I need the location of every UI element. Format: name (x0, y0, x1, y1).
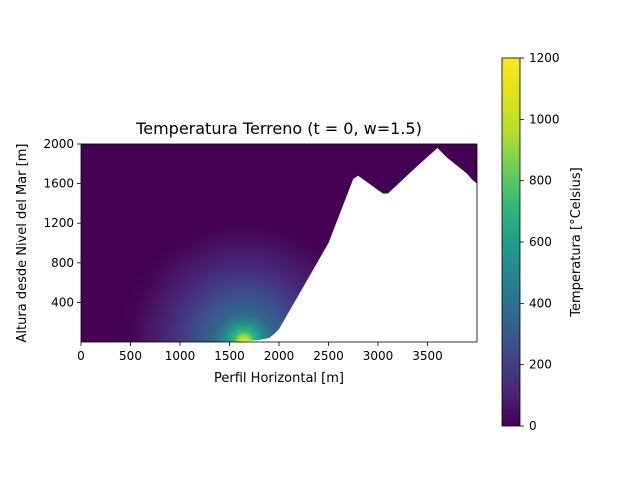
y-tick-label: 1600 (43, 177, 74, 191)
x-tick-label: 1500 (214, 349, 245, 363)
x-tick-label: 2000 (264, 349, 295, 363)
y-tick-label: 800 (51, 256, 74, 270)
x-tick-label: 3000 (363, 349, 394, 363)
y-axis-label: Altura desde Nivel del Mar [m] (15, 144, 30, 343)
x-tick-label: 0 (77, 349, 85, 363)
colorbar-tick-label: 0 (529, 419, 537, 433)
colorbar-tick-label: 1200 (529, 51, 560, 65)
colorbar-tick-label: 600 (529, 235, 552, 249)
x-tick-label: 3500 (412, 349, 443, 363)
y-axis-ticks: 400 800 1200 1600 2000 (43, 137, 81, 309)
y-tick-label: 400 (51, 295, 74, 309)
terrain-mask (81, 148, 477, 342)
x-tick-label: 1000 (165, 349, 196, 363)
colorbar-tick-label: 400 (529, 296, 552, 310)
plot-area (81, 144, 477, 342)
chart-title: Temperatura Terreno (t = 0, w=1.5) (135, 119, 422, 138)
x-axis-ticks: 0 500 1000 1500 2000 2500 3000 3500 (77, 342, 443, 363)
x-axis-label: Perfil Horizontal [m] (214, 371, 344, 386)
colorbar-tick-label: 1000 (529, 112, 560, 126)
colorbar (501, 57, 521, 427)
y-tick-label: 1200 (43, 216, 74, 230)
x-tick-label: 500 (119, 349, 142, 363)
colorbar-tick-label: 800 (529, 174, 552, 188)
colorbar-ticks: 0 200 400 600 800 1000 1200 (520, 51, 560, 433)
y-tick-label: 2000 (43, 137, 74, 151)
colorbar-tick-label: 200 (529, 358, 552, 372)
colorbar-label: Temperatura [°Celsius] (569, 167, 584, 317)
x-tick-label: 2500 (313, 349, 344, 363)
